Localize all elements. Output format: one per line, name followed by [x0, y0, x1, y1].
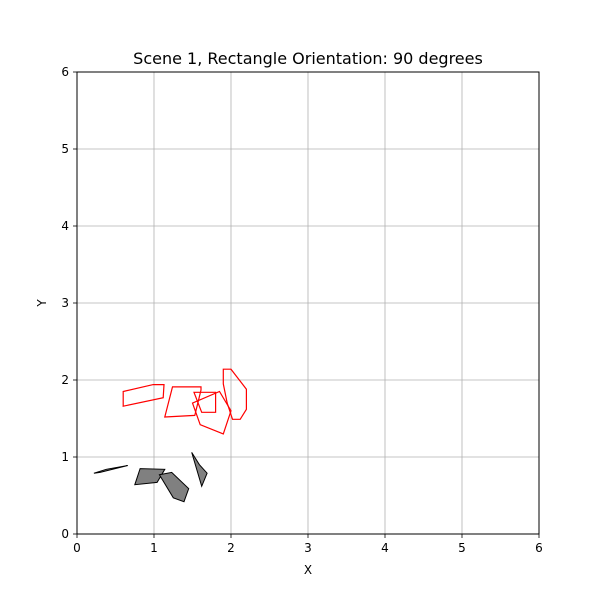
y-tick-label: 1 [61, 450, 69, 464]
outlined-polygons [122, 368, 247, 435]
red-outline-polygon-2 [164, 386, 202, 418]
red-outline-polygon-1 [122, 384, 165, 407]
obstacle-polygon-2 [134, 468, 166, 486]
y-tick-label: 5 [61, 142, 69, 156]
x-tick-label: 1 [150, 541, 158, 555]
y-tick-label: 0 [61, 527, 69, 541]
x-tick-label: 0 [73, 541, 81, 555]
x-tick-label: 6 [535, 541, 543, 555]
x-axis-label: X [304, 563, 312, 577]
y-tick-label: 4 [61, 219, 69, 233]
y-tick-label: 3 [61, 296, 69, 310]
x-tick-label: 2 [227, 541, 235, 555]
red-outline-polygon-3 [193, 391, 217, 413]
obstacle-polygon-3 [158, 471, 190, 503]
x-tick-label: 5 [458, 541, 466, 555]
obstacle-polygon-4 [191, 452, 208, 488]
chart-title: Scene 1, Rectangle Orientation: 90 degre… [133, 49, 483, 68]
red-outline-polygon-5 [222, 368, 247, 420]
obstacle-polygon-1 [93, 465, 128, 474]
obstacle-polygons [93, 452, 208, 503]
red-outline-polygon-4 [191, 390, 232, 435]
y-tick-label: 6 [61, 65, 69, 79]
x-tick-label: 4 [381, 541, 389, 555]
axis-ticks: 0 1 2 3 4 5 6 0 1 2 3 4 5 6 [61, 65, 542, 555]
y-axis-label: Y [35, 299, 49, 308]
x-tick-label: 3 [304, 541, 312, 555]
y-tick-label: 2 [61, 373, 69, 387]
